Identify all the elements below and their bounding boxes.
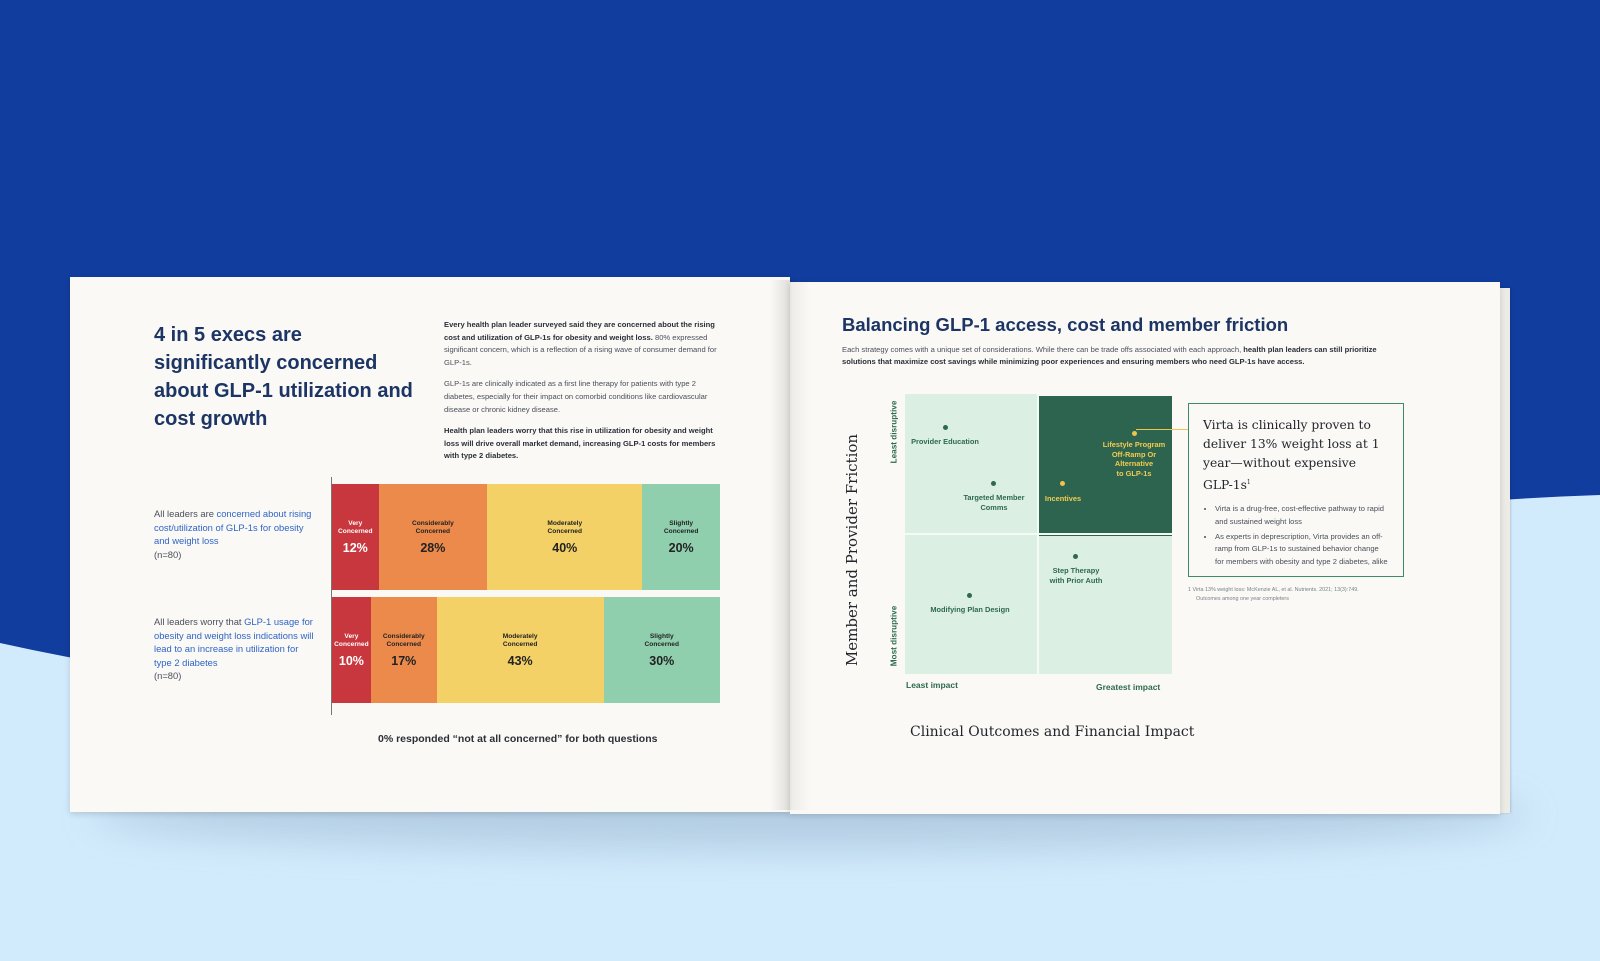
callout-connector [1136, 429, 1188, 430]
left-page-title: 4 in 5 execs are significantly concerned… [154, 324, 413, 430]
page-stack [1498, 288, 1510, 813]
question-1-prefix: All leaders are [154, 508, 217, 519]
bar-2-segment-4-value: 30% [649, 653, 675, 668]
reference-line-1: 1 Virta 13% weight loss: McKenzie AL, et… [1188, 587, 1359, 593]
bar-chart-footnote: 0% responded “not at all concerned” for … [378, 733, 658, 745]
question-1-text: All leaders are concerned about rising c… [154, 507, 314, 561]
x-axis-right-label: Greatest impact [1096, 682, 1161, 692]
bar-1-segment-4: Slightly Concerned 20% [642, 484, 720, 590]
body-p3-bold: Health plan leaders worry that this rise… [444, 426, 716, 461]
bar-2-segment-4: Slightly Concerned 30% [603, 597, 720, 703]
book-gutter [770, 280, 810, 810]
left-page-body: Every health plan leader surveyed said t… [444, 319, 728, 472]
quadrant-bottom-left [905, 534, 1038, 674]
callout-headline-text: Virta is clinically proven to deliver 13… [1203, 418, 1380, 493]
question-2-prefix: All leaders worry that [154, 616, 245, 627]
bar-2-segment-4-label: Slightly Concerned [644, 632, 679, 648]
callout-bullets: Virta is a drug-free, cost-effective pat… [1203, 503, 1389, 568]
y-axis-top-label: Least disruptive [889, 400, 899, 464]
callout-headline: Virta is clinically proven to deliver 13… [1203, 416, 1389, 495]
label-provider-education: Provider Education [911, 437, 979, 446]
bar-2-segment-3: Moderately Concerned 43% [436, 597, 604, 703]
point-provider-education [942, 425, 948, 431]
quadrant-divider-horizontal [905, 533, 1172, 535]
bar-1-segment-1-label: Very Concerned [338, 519, 373, 535]
description-plain: Each strategy comes with a unique set of… [842, 345, 1244, 354]
body-paragraph-3: Health plan leaders worry that this rise… [444, 425, 728, 463]
right-page: Balancing GLP-1 access, cost and member … [790, 282, 1500, 814]
label-lifestyle-program: Lifestyle Program Off-Ramp Or Alternativ… [1103, 440, 1165, 478]
label-modifying-plan-design: Modifying Plan Design [930, 605, 1010, 614]
bar-2-segment-3-value: 43% [507, 653, 533, 668]
bar-chart-axis [331, 477, 332, 715]
question-1-highlight: concerned about rising cost/utilization … [154, 508, 312, 547]
virta-callout-box: Virta is clinically proven to deliver 13… [1188, 403, 1404, 577]
body-paragraph-2: GLP-1s are clinically indicated as a fir… [444, 379, 708, 414]
label-lifestyle-line-1: Lifestyle Program [1102, 440, 1166, 449]
stacked-bar-1: Very Concerned 12% Considerably Concerned 28%… [332, 484, 720, 590]
bar-2-segment-1-label: Very Concerned [334, 632, 369, 648]
label-targeted-line-1: Targeted Member [963, 493, 1025, 502]
label-targeted-line-2: Comms [980, 502, 1008, 512]
x-axis-title: Clinical Outcomes and Financial Impact [910, 724, 1195, 740]
bar-2-segment-2-label: Considerably Concerned [382, 632, 425, 648]
bar-2-segment-3-label: Moderately Concerned [502, 632, 538, 648]
callout-bullet-1: Virta is a drug-free, cost-effective pat… [1215, 503, 1389, 528]
question-2-n: (n=80) [154, 670, 182, 682]
point-incentives [1060, 481, 1066, 487]
quadrant-top-right [1038, 396, 1172, 536]
description-bold: health plan leaders can still prioritize… [842, 345, 1377, 366]
right-page-title: Balancing GLP-1 access, cost and member … [842, 314, 1289, 335]
bar-2-segment-2: Considerably Concerned 17% [370, 597, 437, 703]
bar-1-segment-2: Considerably Concerned 28% [378, 484, 488, 590]
bar-2-segment-2-value: 17% [391, 653, 417, 668]
bar-1-segment-3-value: 40% [552, 540, 578, 555]
label-step-line-2: with Prior Auth [1049, 575, 1103, 585]
bar-2-segment-1-value: 10% [338, 653, 364, 668]
body-p1-rest: 80% expressed significant concern, which… [444, 332, 717, 367]
body-paragraph-1: Every health plan leader surveyed said t… [444, 319, 728, 369]
label-step-therapy: Step Therapy with Prior Auth [1050, 566, 1103, 585]
bar-1-segment-2-label: Considerably Concerned [411, 519, 454, 535]
point-modifying-plan-design [966, 593, 972, 599]
callout-superscript: 1 [1246, 479, 1251, 486]
label-step-line-1: Step Therapy [1052, 566, 1100, 575]
stacked-bar-2: Very Concerned 10% Considerably Concerned 17%… [332, 597, 720, 703]
right-page-description: Each strategy comes with a unique set of… [842, 344, 1402, 368]
point-lifestyle-program [1132, 430, 1138, 436]
body-p1-bold: Every health plan leader surveyed said t… [444, 320, 715, 342]
bar-1-segment-4-label: Slightly Concerned [663, 519, 699, 535]
bar-2-segment-1: Very Concerned 10% [332, 597, 371, 703]
bar-1-segment-2-value: 28% [420, 540, 446, 555]
left-page: 4 in 5 execs are significantly concerned… [70, 277, 790, 812]
quadrant-top-left [905, 394, 1038, 534]
label-lifestyle-line-4: to GLP-1s [1116, 468, 1152, 478]
reference-footnote: 1 Virta 13% weight loss: McKenzie AL, et… [1188, 586, 1408, 603]
label-lifestyle-line-3: Alternative [1114, 459, 1154, 468]
bar-1-segment-4-value: 20% [668, 540, 694, 555]
y-axis-title: Member and Provider Friction [843, 433, 861, 667]
question-2-text: All leaders worry that GLP-1 usage for o… [154, 615, 314, 683]
point-step-therapy [1073, 553, 1079, 559]
x-axis-left-label: Least impact [906, 680, 958, 690]
question-1-n: (n=80) [154, 548, 182, 560]
bar-1-segment-3-label: Moderately Concerned [547, 519, 583, 535]
reference-line-2: Outcomes among one year completers [1196, 595, 1289, 602]
bar-1-segment-1: Very Concerned 12% [332, 484, 379, 590]
label-incentives: Incentives [1044, 494, 1082, 503]
quadrant-bottom-right [1038, 536, 1172, 674]
bar-1-segment-3: Moderately Concerned 40% [487, 484, 643, 590]
bar-1-segment-1-value: 12% [342, 540, 368, 555]
y-axis-bottom-label: Most disruptive [889, 605, 899, 667]
label-lifestyle-line-2: Off-Ramp Or [1111, 449, 1157, 459]
callout-bullet-2: As experts in deprescription, Virta prov… [1215, 531, 1389, 568]
question-2-highlight: GLP-1 usage for obesity and weight loss … [154, 616, 314, 668]
label-targeted-member-comms: Targeted Member Comms [963, 493, 1024, 512]
point-targeted-member-comms [990, 481, 996, 487]
